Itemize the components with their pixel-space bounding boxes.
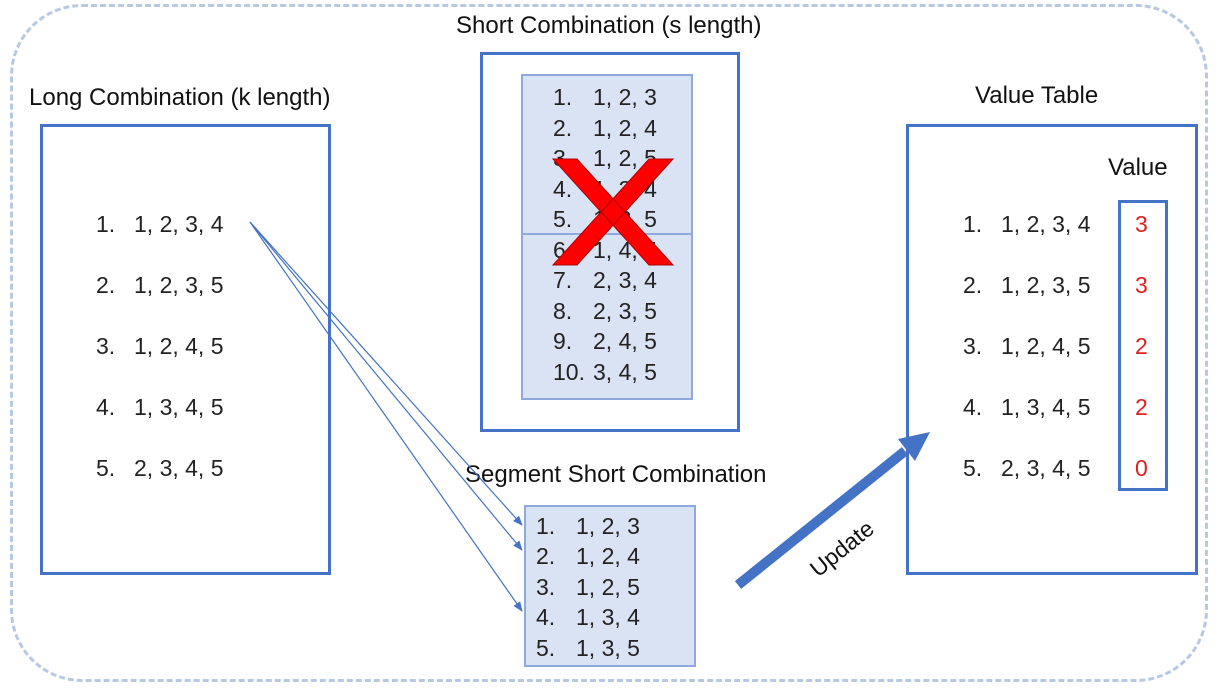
- value-table-box: Value 1. 1, 2, 3, 4 2. 1, 2, 3, 5 3. 1, 2, …: [906, 124, 1198, 575]
- list-item: 1. 1, 2, 3, 4: [963, 211, 1091, 237]
- value-cell: 2: [1135, 333, 1148, 359]
- list-item: 1. 1, 2, 3: [553, 84, 657, 110]
- value-column-box: 3 3 2 2 0: [1118, 200, 1168, 491]
- cross-icon: [551, 158, 675, 266]
- list-item: 1. 1, 2, 3: [536, 513, 640, 539]
- value-table-title: Value Table: [975, 82, 1099, 109]
- value-cell: 0: [1135, 455, 1148, 481]
- mapping-arrows: [249, 221, 523, 612]
- list-item: 5.1, 3, 5: [536, 635, 640, 661]
- update-arrow-icon: [734, 432, 930, 589]
- short-combination-box: 1.1, 2, 3 2.1, 2, 4 3.1, 2, 5 4.1, 3, 4 …: [480, 52, 740, 432]
- list-item: 4.1, 3, 4: [536, 604, 640, 630]
- value-cell: 3: [1135, 272, 1148, 298]
- list-item: 3. 1, 2, 4, 5: [963, 333, 1091, 359]
- list-item: 5. 2, 3, 4, 5: [963, 455, 1091, 481]
- short-list-panel: 1.1, 2, 3 2.1, 2, 4 3.1, 2, 5 4.1, 3, 4 …: [521, 74, 693, 400]
- list-item: 2. 1, 2, 3, 5: [96, 272, 224, 298]
- list-item: 2. 1, 2, 4: [553, 115, 657, 141]
- mapping-arrow: [249, 221, 523, 551]
- segment-short-combination-box: 1. 1, 2, 3 2. 1, 2, 4 3. 1, 2, 5 4. 1, 3, 4 …: [524, 505, 696, 667]
- mapping-arrow: [249, 221, 523, 612]
- list-item: 7. 2, 3, 4: [553, 267, 657, 293]
- list-item: 10. 3, 4, 5: [553, 359, 657, 385]
- short-combination-title: Short Combination (s length): [456, 12, 762, 39]
- long-combination-title: Long Combination (k length): [29, 84, 331, 111]
- list-item: 4. 1, 3, 4, 5: [96, 394, 224, 420]
- short-list-divider: [523, 233, 691, 235]
- long-combination-box: 1. 1, 2, 3, 4 2. 1, 2, 3, 5 3. 1, 2, 4, 5 4…: [40, 124, 331, 575]
- list-item: 4. 1, 3, 4, 5: [963, 394, 1091, 420]
- list-item: 5. 2, 3, 4, 5: [96, 455, 224, 481]
- value-cell: 3: [1135, 211, 1148, 237]
- outer-dashed-frame: [10, 4, 1208, 682]
- list-item: 2. 1, 2, 4: [536, 543, 640, 569]
- list-item: 1. 1, 2, 3, 4: [96, 211, 224, 237]
- list-item: 9. 2, 4, 5: [553, 328, 657, 354]
- mapping-arrow: [249, 221, 523, 526]
- list-item: 3. 1, 2, 4, 5: [96, 333, 224, 359]
- list-item: 2. 1, 2, 3, 5: [963, 272, 1091, 298]
- list-item: 3. 1, 2, 5: [536, 574, 640, 600]
- list-item: 8. 2, 3, 5: [553, 298, 657, 324]
- value-cell: 2: [1135, 394, 1148, 420]
- value-column-header: Value: [1108, 154, 1168, 181]
- segment-short-combination-title: Segment Short Combination: [465, 461, 767, 488]
